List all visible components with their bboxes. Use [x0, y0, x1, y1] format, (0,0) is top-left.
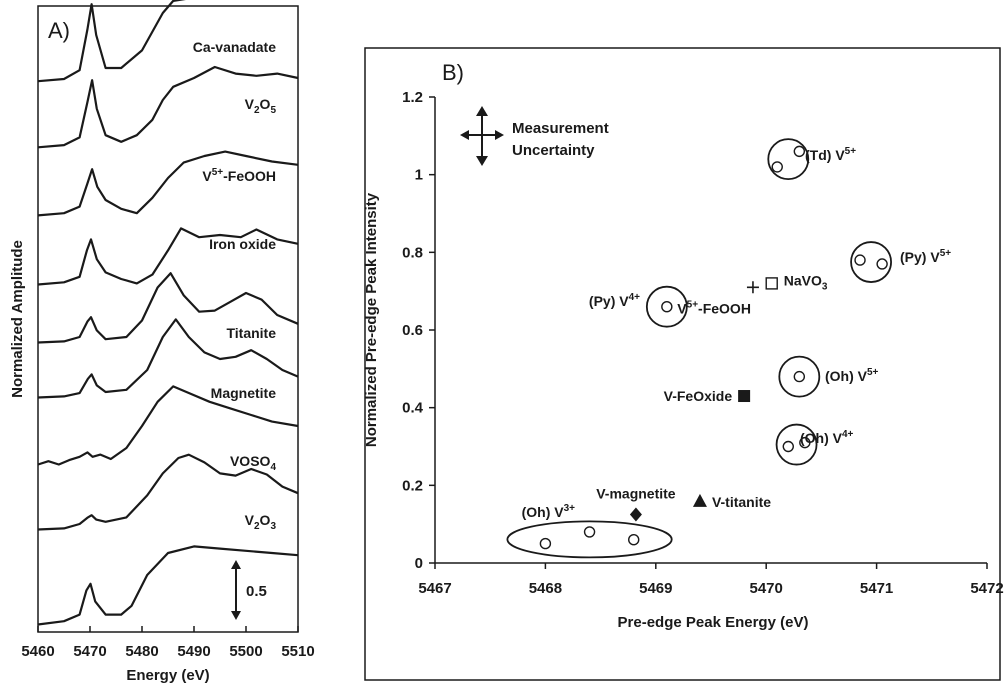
spectrum-line-unlabeled — [37, 545, 299, 626]
panel-b-samples: NaVO3 V5+-FeOOH V-FeOxide V-magnetite V-tita… — [596, 272, 828, 522]
panel-a-x-tick-label: 5470 — [73, 643, 106, 660]
sample-marker-v-magnetite — [629, 507, 642, 522]
panel-a-x-tick-label: 5510 — [281, 643, 314, 660]
panel-b-frame — [364, 47, 1001, 681]
group-enclosure-oh-v-4 — [775, 423, 818, 466]
reference-point — [539, 537, 552, 550]
panel-b-y-tick-label: 0.2 — [402, 477, 423, 494]
panel-b: B) 5467 5468 5469 5470 5471 5472 0 0.2 0.4 0.6 0.8… — [363, 47, 1004, 681]
spectrum-label-ca-vanadate: Ca-vanadate — [193, 39, 276, 55]
spectrum-line-v2o5 — [37, 65, 299, 149]
sample-label-v5-feooh: V5+-FeOOH — [677, 299, 751, 316]
spectrum-line-magnetite — [37, 318, 299, 399]
scale-bar: 0.5 — [231, 560, 267, 620]
group-enclosure-oh-v-5 — [778, 355, 821, 398]
reference-point — [771, 161, 783, 173]
spectrum-line-v2o3 — [37, 453, 299, 531]
sample-label-v-magnetite: V-magnetite — [596, 485, 676, 501]
reference-point — [793, 145, 806, 158]
reference-point — [583, 526, 596, 538]
panel-b-x-tick-label: 5471 — [860, 580, 893, 597]
sample-marker-v-titanite — [692, 493, 707, 507]
spectrum-label-v2o5: V2O5 — [245, 96, 277, 116]
panel-b-x-tick-label: 5468 — [529, 580, 562, 597]
panel-b-x-tick-label: 5470 — [750, 580, 783, 597]
panel-b-x-axis-label: Pre-edge Peak Energy (eV) — [618, 614, 809, 631]
panel-b-y-tick-label: 0.8 — [402, 244, 423, 261]
panel-a: A) Ca-vanadate V2O5 V5+-FeOOH Iron oxide Tit… — [9, 0, 315, 684]
spectrum-line-titanite — [37, 272, 299, 344]
reference-point — [628, 534, 640, 546]
group-label-oh-v-4: (Oh) V4+ — [800, 429, 854, 446]
panel-b-label: B) — [442, 60, 464, 85]
group-enclosure-py-v-5 — [850, 241, 892, 283]
group-enclosure-oh-v-3 — [506, 520, 673, 559]
panel-b-y-tick-label: 0.4 — [402, 400, 424, 417]
panel-b-y-tick-label: 1.2 — [402, 89, 423, 106]
panel-b-x-tick-label: 5472 — [970, 580, 1003, 597]
spectrum-label-iron-oxide: Iron oxide — [209, 236, 276, 252]
panel-a-x-tick-label: 5490 — [177, 643, 210, 660]
panel-a-x-tick-label: 5460 — [21, 643, 54, 660]
spectrum-line-v5-feooh — [37, 150, 299, 217]
reference-point — [876, 258, 888, 270]
reference-point — [661, 301, 673, 313]
panel-b-x-tick-label: 5467 — [418, 580, 451, 597]
sample-marker-navo3 — [765, 277, 778, 290]
reference-point — [854, 254, 866, 266]
group-label-py-v-5: (Py) V5+ — [900, 248, 951, 265]
sample-marker-v5-feooh — [746, 281, 759, 294]
reference-point — [799, 436, 811, 449]
sample-label-v-titanite: V-titanite — [712, 494, 771, 510]
uncertainty-label-line2: Uncertainty — [512, 142, 595, 159]
spectrum-label-voso4: VOSO4 — [230, 453, 276, 473]
spectrum-line-ca-vanadate — [37, 0, 186, 83]
sample-label-navo3: NaVO3 — [784, 272, 828, 292]
panel-a-x-tick-label: 5480 — [125, 643, 158, 660]
uncertainty-indicator: Measurement Uncertainty — [460, 106, 609, 166]
spectrum-line-iron-oxide — [37, 227, 299, 286]
panel-b-y-axis-label: Normalized Pre-edge Peak Intensity — [363, 192, 380, 447]
sample-marker-v-feoxide — [738, 390, 751, 403]
group-enclosure-td-v-5 — [767, 138, 810, 181]
group-label-oh-v-5: (Oh) V5+ — [825, 367, 879, 384]
panel-a-label: A) — [48, 18, 70, 43]
spectrum-label-v5-feooh: V5+-FeOOH — [202, 167, 276, 184]
panel-a-x-axis-label: Energy (eV) — [126, 667, 209, 684]
reference-point — [782, 440, 794, 453]
spectrum-label-v2o3: V2O3 — [245, 512, 277, 532]
spectrum-line-voso4 — [37, 385, 299, 466]
group-label-td-v-5: (Td) V5+ — [805, 146, 856, 163]
reference-point — [793, 370, 806, 383]
panel-b-ticks: 5467 5468 5469 5470 5471 5472 0 0.2 0.4 0.6 0.8 1 1.… — [402, 89, 1004, 597]
scale-bar-label: 0.5 — [246, 583, 267, 600]
group-enclosure-py-v-4 — [645, 285, 688, 328]
panel-a-y-axis-label: Normalized Amplitude — [9, 240, 26, 398]
panel-b-reference-groups: (Td) V5+ (Py) V5+ (Py) V4+ (Oh) V5+ (Oh) V4+… — [506, 138, 951, 559]
panel-b-y-tick-label: 0.6 — [402, 322, 423, 339]
panel-a-x-ticks: 5460 5470 5480 5490 5500 5510 — [21, 626, 315, 660]
group-label-py-v-4: (Py) V4+ — [589, 292, 640, 309]
sample-label-v-feoxide: V-FeOxide — [664, 388, 733, 404]
spectrum-label-titanite: Titanite — [226, 325, 276, 341]
panel-a-curves: Ca-vanadate V2O5 V5+-FeOOH Iron oxide Titani… — [37, 0, 299, 626]
group-label-oh-v-3: (Oh) V3+ — [522, 503, 576, 520]
uncertainty-label-line1: Measurement — [512, 120, 609, 137]
panel-b-y-tick-label: 1 — [415, 167, 423, 184]
spectrum-label-magnetite: Magnetite — [211, 385, 277, 401]
panel-b-x-tick-label: 5469 — [639, 580, 672, 597]
panel-a-x-tick-label: 5500 — [229, 643, 262, 660]
panel-b-y-tick-label: 0 — [415, 555, 423, 572]
uncertainty-arrows-icon — [460, 106, 504, 166]
